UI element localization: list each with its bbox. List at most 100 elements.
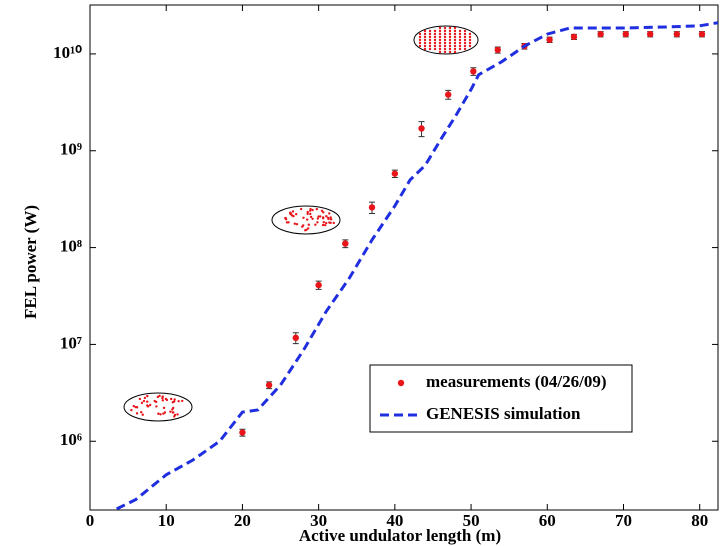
simulation-line [116, 21, 718, 510]
bunch-dot [138, 397, 142, 401]
x-tick-label: 80 [691, 511, 708, 530]
measurement-point [265, 381, 273, 389]
bunch-dot [285, 221, 289, 224]
y-tick-label: 10⁸ [60, 236, 82, 255]
x-tick-label: 10 [158, 511, 175, 530]
bunch-dot [463, 44, 467, 48]
x-tick-label: 0 [86, 511, 95, 530]
bunch-dot [163, 411, 167, 414]
bunch-dot [453, 44, 457, 48]
bunch-dot [468, 35, 472, 39]
bunch-dot [161, 395, 164, 398]
bunch-dot [418, 44, 422, 48]
bunch-dot [443, 50, 447, 54]
plot-area [116, 21, 718, 510]
bunch-dot [130, 408, 133, 412]
bunch-dot [463, 32, 467, 36]
bunch-dot [322, 211, 325, 214]
bunch-dot [443, 41, 447, 45]
bunch-dot [171, 408, 174, 411]
bunch-dot [468, 44, 472, 48]
bunch-dot [448, 41, 452, 45]
bunch-dot [423, 38, 427, 42]
measurement-point [239, 429, 246, 436]
bunch-dot [438, 47, 442, 51]
bunch-dot [438, 29, 442, 33]
measurement-point [494, 46, 501, 54]
bunch-dot [301, 225, 304, 228]
bunch-dot [315, 207, 319, 211]
bunch-dot [165, 398, 169, 402]
bunch-dot [443, 35, 447, 39]
bunch-dot [453, 47, 457, 51]
bunch-dot [423, 29, 427, 33]
bunch-dot [463, 41, 467, 45]
bunch-dot [319, 215, 322, 218]
bunch-dot [448, 35, 452, 39]
bunch-dot [448, 38, 452, 42]
bunch-dot [468, 32, 472, 36]
bunch-dot [311, 217, 314, 220]
legend-label: GENESIS simulation [426, 404, 581, 423]
bunch-dot [453, 32, 457, 36]
bunch-dot [428, 41, 432, 45]
bunch-dot [321, 216, 325, 220]
bunch-dot [328, 212, 331, 215]
bunch-dot [458, 35, 462, 39]
x-tick-label: 70 [615, 511, 632, 530]
bunch-dot [428, 38, 432, 42]
bunch-dot [311, 208, 314, 212]
bunch-dot [453, 50, 457, 54]
bunch-dot [438, 41, 442, 45]
measurement-point [646, 30, 654, 38]
x-tick-label: 60 [539, 511, 556, 530]
plot-frame [89, 4, 719, 511]
bunch-dot [181, 399, 184, 403]
bunch-dot [438, 35, 442, 39]
y-axis-label: FEL power (W) [21, 205, 40, 319]
bunch-dot [146, 404, 149, 407]
x-tick-label: 40 [386, 511, 403, 530]
measurement-point [368, 204, 376, 211]
bunch-dot [443, 29, 447, 33]
bunch-dot [448, 32, 452, 36]
bunch-dot [159, 413, 162, 416]
bunch-dot [305, 218, 309, 221]
particle-bunch [123, 392, 193, 422]
bunch-dot [428, 35, 432, 39]
bunch-dot [443, 47, 447, 51]
measurement-point [470, 68, 477, 75]
bunch-dot [169, 397, 173, 401]
bunch-dot [306, 212, 309, 216]
bunch-dot [443, 32, 447, 36]
bunch-dot [433, 44, 437, 48]
bunch-dot [294, 212, 298, 216]
bunch-dot [418, 35, 422, 39]
bunch-dot [418, 41, 422, 45]
bunch-dot [453, 26, 457, 30]
bunch-dot [332, 221, 335, 225]
bunch-dot [169, 410, 172, 413]
bunch-dot [140, 401, 144, 405]
bunch-dot [141, 413, 144, 416]
bunch-dot [176, 413, 179, 416]
bunch-dot [305, 228, 308, 231]
bunch-dot [132, 404, 135, 408]
bunch-dot [316, 217, 320, 220]
bunch-dot [443, 26, 447, 30]
bunch-dot [458, 41, 462, 45]
bunch-dot [329, 216, 332, 219]
bunch-dot [135, 412, 139, 415]
bunch-dot [448, 47, 452, 51]
bunch-dot [433, 47, 437, 51]
particle-bunch [413, 25, 479, 55]
bunch-dot [458, 29, 462, 33]
y-tick-label: 10⁶ [60, 430, 82, 449]
bunch-dot [145, 400, 149, 403]
bunch-dot [423, 47, 427, 51]
bunch-dot [458, 47, 462, 51]
bunch-dot [458, 32, 462, 36]
bunch-dot [443, 44, 447, 48]
bunch-dot [458, 44, 462, 48]
